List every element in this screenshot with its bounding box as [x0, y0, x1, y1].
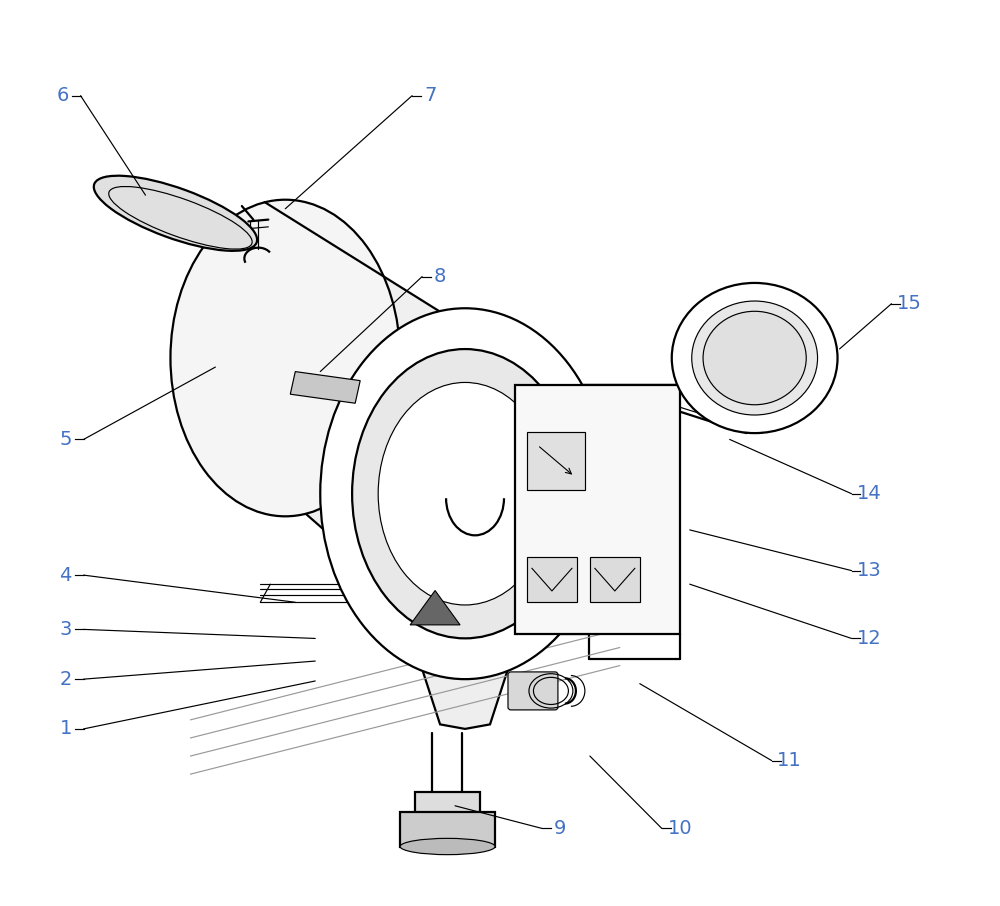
Circle shape — [692, 301, 818, 415]
Ellipse shape — [352, 349, 578, 639]
FancyBboxPatch shape — [527, 432, 585, 489]
Text: 1: 1 — [59, 719, 72, 738]
FancyBboxPatch shape — [515, 385, 680, 634]
Text: 11: 11 — [777, 751, 802, 770]
Text: 2: 2 — [59, 670, 72, 689]
Text: 7: 7 — [424, 86, 436, 105]
Text: 9: 9 — [554, 819, 566, 838]
FancyBboxPatch shape — [400, 812, 495, 846]
Circle shape — [672, 283, 838, 433]
FancyBboxPatch shape — [590, 557, 640, 602]
FancyBboxPatch shape — [527, 557, 577, 602]
Ellipse shape — [170, 199, 400, 516]
Ellipse shape — [378, 382, 552, 605]
Ellipse shape — [94, 176, 257, 251]
Polygon shape — [290, 371, 360, 403]
Polygon shape — [410, 591, 460, 625]
Text: 15: 15 — [897, 294, 922, 313]
Text: 6: 6 — [56, 86, 69, 105]
FancyBboxPatch shape — [415, 792, 480, 814]
Text: 8: 8 — [434, 267, 446, 286]
Ellipse shape — [320, 308, 610, 680]
Text: 13: 13 — [857, 561, 882, 580]
FancyBboxPatch shape — [508, 672, 558, 710]
Text: 12: 12 — [857, 629, 882, 648]
Text: 5: 5 — [59, 430, 72, 449]
Ellipse shape — [400, 838, 495, 854]
Text: 10: 10 — [667, 819, 692, 838]
Polygon shape — [265, 202, 491, 677]
Text: 4: 4 — [59, 565, 72, 584]
Polygon shape — [415, 634, 515, 729]
Text: 3: 3 — [59, 620, 72, 639]
Circle shape — [703, 312, 806, 405]
Text: 14: 14 — [857, 484, 882, 503]
